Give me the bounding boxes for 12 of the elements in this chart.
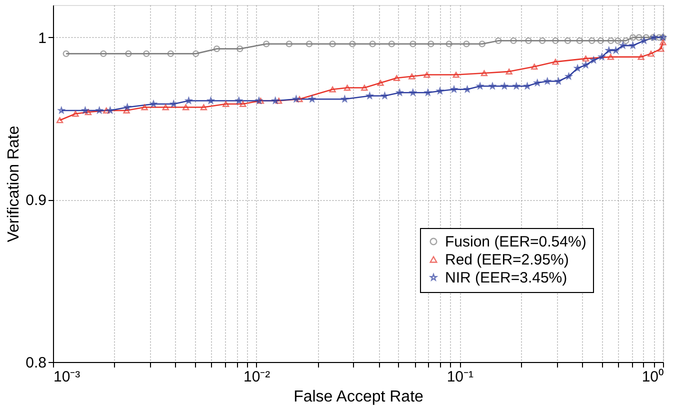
y-tick-label: 1 — [38, 30, 46, 47]
y-tick-label: 0.9 — [26, 192, 46, 210]
y-tick-label: 0.8 — [26, 354, 46, 372]
x-tick-label: 10⁻¹ — [446, 368, 474, 386]
x-tick-label: 10⁰ — [642, 368, 664, 386]
legend-label: Fusion (EER=0.54%) — [445, 234, 586, 250]
legend-label: NIR (EER=3.45%) — [445, 270, 568, 286]
x-tick-label: 10⁻² — [243, 368, 270, 386]
legend-label: Red (EER=2.95%) — [445, 252, 569, 268]
x-tick-label: 10⁻³ — [54, 368, 80, 386]
x-axis-title: False Accept Rate — [294, 388, 424, 406]
y-axis-title: Verification Rate — [6, 126, 23, 242]
